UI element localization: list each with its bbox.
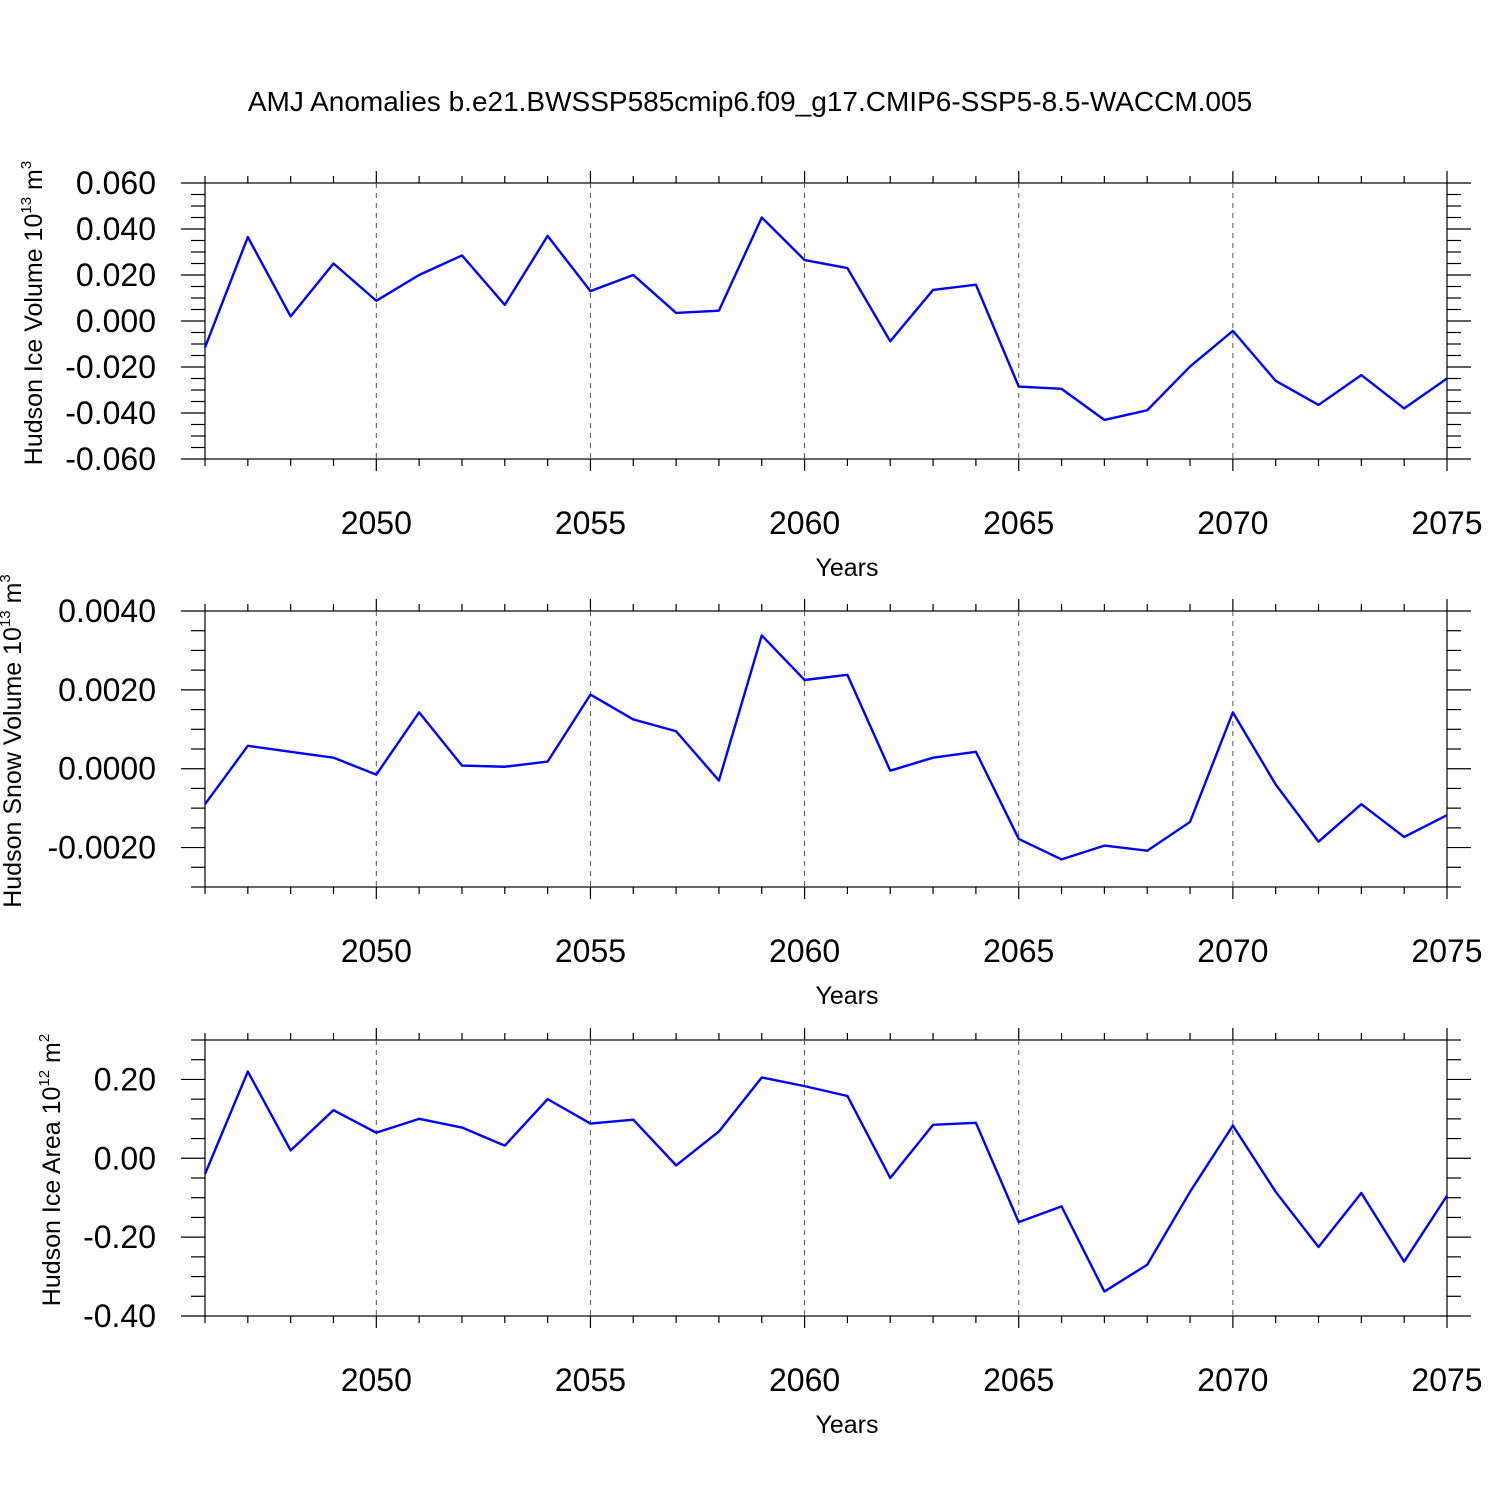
- panels: -0.060 -0.040 -0.020 0.000 0.020 0.040 0.060 20…: [0, 161, 1483, 1439]
- y-tick-label: -0.20: [83, 1219, 156, 1255]
- panel-1: -0.060 -0.040 -0.020 0.000 0.020 0.040 0.060 20…: [18, 161, 1483, 582]
- y-tick-label: -0.0020: [47, 830, 156, 866]
- y-tick-label: 0.0020: [58, 672, 156, 708]
- x-tick-label: 2070: [1197, 933, 1268, 969]
- x-axis-label: Years: [815, 1411, 878, 1439]
- x-tick-label: 2065: [983, 1362, 1054, 1398]
- y-tick-label: 0.0000: [58, 751, 156, 787]
- x-tick-label: 2050: [341, 933, 412, 969]
- y-tick-label: 0.000: [76, 303, 156, 339]
- x-tick-label: 2070: [1197, 1362, 1268, 1398]
- x-tick-label: 2055: [555, 1362, 626, 1398]
- x-tick-label: 2050: [341, 505, 412, 541]
- y-tick-label: 0.060: [76, 165, 156, 201]
- plot-frame: [204, 610, 1448, 888]
- x-tick-label: 2070: [1197, 505, 1268, 541]
- y-tick-label: 0.040: [76, 211, 156, 247]
- y-tick-label: 0.20: [94, 1061, 156, 1097]
- x-tick-label: 2065: [983, 933, 1054, 969]
- x-tick-label: 2060: [769, 505, 840, 541]
- x-tick-label: 2075: [1411, 505, 1482, 541]
- y-tick-label: 0.020: [76, 257, 156, 293]
- x-axis-label: Years: [815, 982, 878, 1010]
- y-tick-label: 0.0040: [58, 593, 156, 629]
- panel-2: -0.0020 0.0000 0.0020 0.0040 2050 2055 2060 206…: [0, 574, 1483, 1010]
- y-tick-label: 0.00: [94, 1140, 156, 1176]
- figure-title: AMJ Anomalies b.e21.BWSSP585cmip6.f09_g1…: [248, 86, 1252, 117]
- x-tick-label: 2060: [769, 933, 840, 969]
- series-line-1: [204, 634, 1448, 861]
- x-tick-label: 2065: [983, 505, 1054, 541]
- y-tick-label: -0.040: [65, 395, 156, 431]
- y-axis-label: Hudson Ice Area 1012 m2: [36, 1034, 66, 1306]
- plot-frame: [204, 182, 1448, 460]
- series-line-1: [203, 216, 1448, 422]
- y-tick-label: -0.020: [65, 349, 156, 385]
- y-axis-label: Hudson Snow Volume 1013 m3: [0, 574, 27, 908]
- x-tick-label: 2060: [769, 1362, 840, 1398]
- y-axis-label: Hudson Ice Volume 1013 m3: [18, 161, 48, 465]
- x-axis-label: Years: [815, 554, 878, 582]
- panel-3: -0.40 -0.20 0.00 0.20 2050 2055 2060 2065 2070 20…: [36, 1028, 1483, 1439]
- y-tick-label: -0.40: [83, 1298, 156, 1334]
- x-tick-label: 2050: [341, 1362, 412, 1398]
- y-tick-label: -0.060: [65, 441, 156, 477]
- x-tick-label: 2075: [1411, 933, 1482, 969]
- x-tick-label: 2055: [555, 933, 626, 969]
- series-line-1: [203, 1070, 1449, 1293]
- x-tick-label: 2055: [555, 505, 626, 541]
- x-tick-label: 2075: [1411, 1362, 1482, 1398]
- plot-frame: [204, 1039, 1448, 1317]
